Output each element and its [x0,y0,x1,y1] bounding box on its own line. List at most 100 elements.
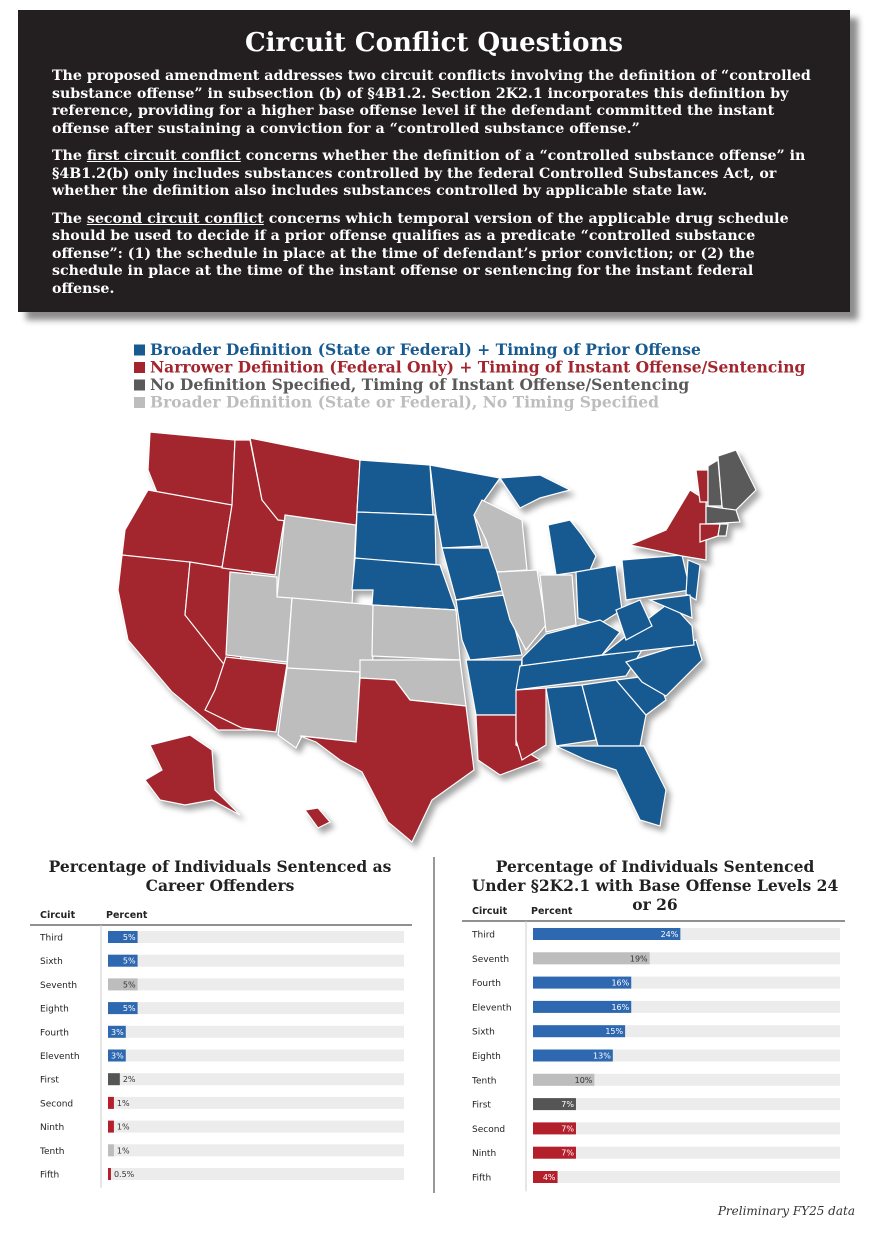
state [299,677,475,843]
state [371,604,461,661]
value-label: 3% [111,1028,124,1037]
state [717,523,729,537]
bar [108,1096,114,1109]
state [627,489,707,561]
column-header: Circuit [40,910,76,921]
chart-title: Percentage of Individuals Sentenced Under… [472,857,839,914]
bar [533,1000,632,1013]
category-label: Tenth [471,1076,496,1086]
state [498,474,572,509]
category-label: Seventh [40,981,77,991]
state [555,745,667,827]
bar [108,954,138,967]
category-label: Fifth [472,1174,491,1184]
state [354,511,437,566]
category-label: First [472,1101,491,1111]
category-label: Sixth [40,957,63,967]
bar [533,1098,576,1111]
category-label: Eleventh [472,1003,512,1013]
text: The proposed amendment addresses two cir… [52,68,811,137]
category-label: Eleventh [40,1052,80,1062]
category-label: Third [471,931,495,941]
paragraph: The proposed amendment addresses two cir… [52,68,816,138]
value-label: 13% [593,1052,611,1061]
intro-box: Circuit Conflict Questions The proposed … [18,10,850,312]
bar-track [108,1002,404,1015]
category-label: Second [472,1125,505,1135]
category-label: Fifth [40,1171,59,1181]
legend-label: Broader Definition (State or Federal) + … [150,340,701,359]
category-label: Second [40,1099,73,1109]
bar [533,1049,613,1062]
bar-track [533,1171,840,1183]
value-label: 10% [575,1076,593,1085]
legend-label: Narrower Definition (Federal Only) + Tim… [150,358,805,377]
bar [533,1025,626,1038]
bar-track [533,1122,840,1135]
value-label: 1% [117,1099,130,1108]
bar [533,1171,558,1183]
bar-track [108,1025,404,1038]
state [647,594,693,619]
bar-track [533,1098,840,1111]
bar-track [108,931,404,943]
legend-swatch [134,397,145,408]
state [705,505,741,525]
state [303,807,331,829]
legend-swatch [134,379,145,391]
text: concerns whether the definition of a “co… [52,148,806,199]
category-label: Ninth [40,1123,64,1133]
state [356,459,434,516]
value-label: 5% [123,1004,136,1013]
bar [108,1144,114,1157]
state [455,594,523,661]
value-label: 3% [111,1052,124,1061]
paragraph: The second circuit conflict concerns whi… [52,211,816,299]
value-label: 5% [123,980,136,989]
bar [108,1049,126,1062]
bar-track [108,1168,404,1180]
intro-title: Circuit Conflict Questions [244,28,624,58]
state [547,519,597,576]
bar [108,1168,111,1180]
value-label: 5% [123,957,136,966]
column-header: Percent [106,910,148,921]
underlined-text: first circuit conflict [86,148,241,164]
value-label: 1% [117,1146,130,1155]
column-header: Circuit [472,906,508,917]
category-label: Eighth [472,1052,501,1062]
bar-track [108,1073,404,1086]
state [465,659,523,716]
bar [108,1120,114,1133]
state [717,449,757,522]
bar-track [533,1073,840,1086]
category-label: Eighth [40,1005,69,1015]
bar-track [108,1096,404,1109]
bar [108,1002,138,1015]
text: The [52,148,87,164]
category-label: Fourth [40,1028,69,1038]
legend-swatch [134,344,145,356]
value-label: 7% [561,1149,574,1158]
category-label: Fourth [472,979,501,989]
category-label: Sixth [472,1028,495,1038]
state [144,734,241,816]
category-label: Seventh [472,955,509,965]
value-label: 15% [605,1027,623,1036]
value-label: 0.5% [114,1170,135,1179]
state [496,569,547,652]
column-header: Percent [531,906,573,917]
bar [533,928,681,940]
legend: Broader Definition (State or Federal) + … [134,340,805,412]
bar [533,952,650,965]
chart-title: Percentage of Individuals Sentenced as Ca… [49,857,392,895]
value-label: 2% [123,1075,136,1084]
category-label: Ninth [472,1149,496,1159]
text: concerns which temporal version of the a… [52,210,789,297]
us-map [117,431,757,843]
bar [533,1146,576,1159]
bar [108,931,138,943]
state [615,599,653,641]
bar-track [108,978,404,991]
